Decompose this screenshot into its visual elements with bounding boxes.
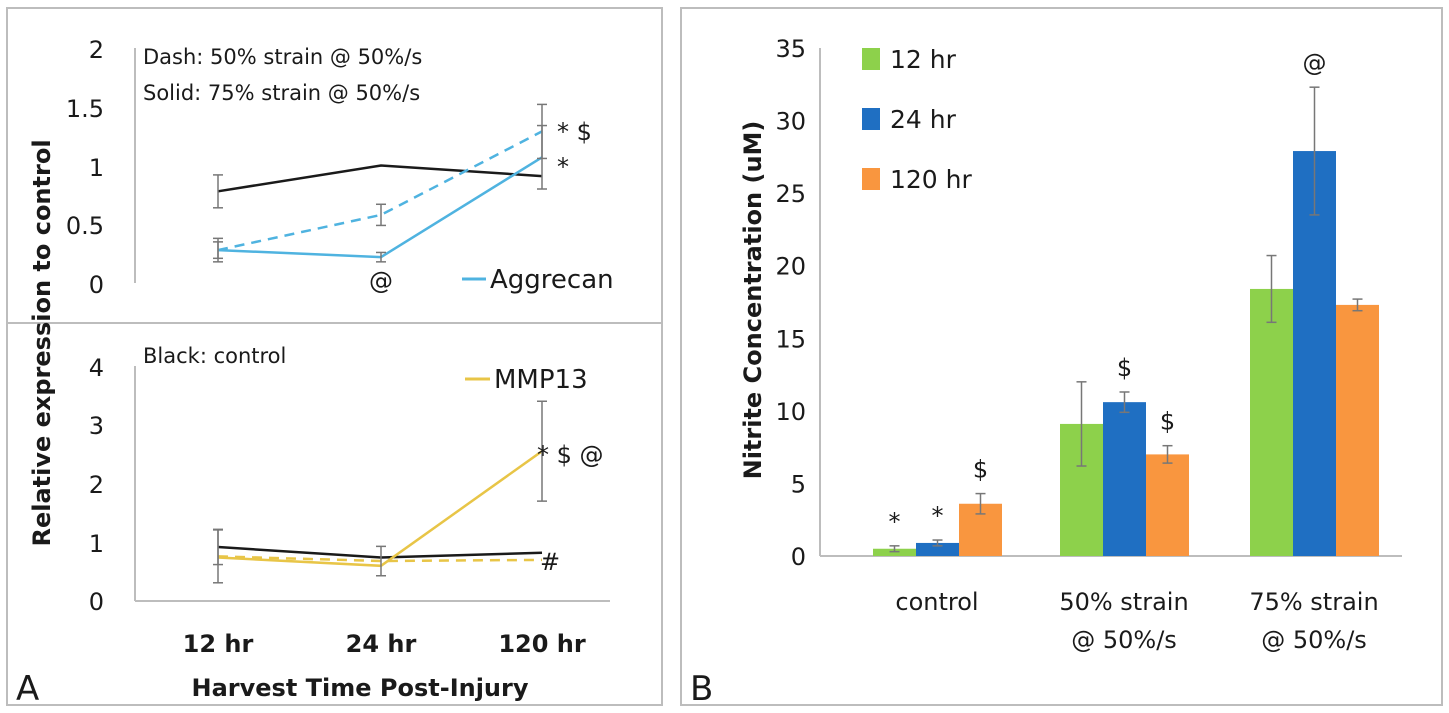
legend-swatch xyxy=(862,48,880,70)
annotation-mmp13-solid-120hr: * $ @ xyxy=(537,441,604,469)
panel-b-ytick: 35 xyxy=(775,35,806,63)
annotation-mmp13-dash-120hr: # xyxy=(540,548,560,576)
panel-a-x-tick-labels: 12 hr 24 hr 120 hr xyxy=(183,630,586,658)
panel-b-ytick: 0 xyxy=(791,543,806,571)
panel-a-top-note-dash: Dash: 50% strain @ 50%/s xyxy=(143,45,422,69)
panel-a-x-tick: 120 hr xyxy=(498,630,586,658)
panel-b-annotation: * xyxy=(932,502,944,530)
legend-swatch xyxy=(862,108,880,130)
bar xyxy=(1336,304,1379,556)
annotation-aggrecan-solid-24hr: @ xyxy=(369,267,393,295)
panel-b-annotation: $ xyxy=(1160,408,1175,436)
panel-b-ytick: 20 xyxy=(775,253,806,281)
panel-b-letter: B xyxy=(690,669,713,709)
panel-a-top-note-solid: Solid: 75% strain @ 50%/s xyxy=(143,81,420,105)
panel-a-bottom-ytick: 4 xyxy=(89,354,104,382)
legend-label: 120 hr xyxy=(890,165,973,194)
panel-a-frame xyxy=(6,7,663,706)
panel-a-bottom-ytick: 3 xyxy=(89,412,104,440)
panel-a-top-ytick: 1 xyxy=(89,154,104,182)
panel-b-annotation: * xyxy=(889,508,901,536)
panel-b-x-tick: control xyxy=(895,588,978,616)
panel-a-top-ytick: 1.5 xyxy=(66,95,104,123)
panel-b-legend: 12 hr 24 hr 120 hr xyxy=(862,45,973,194)
legend-label: 12 hr xyxy=(890,45,957,74)
panel-a-top-ytick: 0.5 xyxy=(66,212,104,240)
aggrecan-50pct-dashed-line xyxy=(217,130,543,252)
panel-a-y-axis-label: Relative expression to control xyxy=(28,139,56,546)
legend-swatch xyxy=(862,168,880,190)
panel-a-x-tick: 12 hr xyxy=(183,630,254,658)
panel-b-ytick: 5 xyxy=(791,470,806,498)
panel-a-bottom-error-bars xyxy=(213,400,547,584)
legend-label: 24 hr xyxy=(890,105,957,134)
annotation-aggrecan-dash-120hr: * $ xyxy=(557,118,592,146)
annotation-aggrecan-solid-120hr: * xyxy=(557,153,569,181)
control-series-line xyxy=(217,545,543,559)
panel-b-x-tick-labels: control 50% strain @ 50%/s 75% strain @ 50%/… xyxy=(895,588,1378,654)
panel-a-top-error-bars xyxy=(213,103,547,263)
panel-b-bars xyxy=(873,86,1379,556)
panel-b-ytick: 15 xyxy=(775,325,806,353)
panel-b-ytick: 25 xyxy=(775,180,806,208)
panel-b-y-tick-labels: 0 5 10 15 20 25 30 35 xyxy=(775,35,806,571)
bar xyxy=(1250,288,1293,556)
panel-a-top-ytick: 0 xyxy=(89,271,104,299)
panel-a-letter: A xyxy=(16,669,39,709)
panel-b-x-tick: @ 50%/s xyxy=(1071,626,1177,654)
panel-a-bottom-note: Black: control xyxy=(143,344,286,368)
aggrecan-legend-label: Aggrecan xyxy=(490,265,614,295)
mmp13-75pct-solid-line xyxy=(217,450,543,568)
panel-a-bottom-ytick: 2 xyxy=(89,471,104,499)
panel-b-x-tick: @ 50%/s xyxy=(1261,626,1367,654)
bar xyxy=(916,542,959,556)
panel-b-ytick: 10 xyxy=(775,398,806,426)
panel-a-bottom-ytick: 0 xyxy=(89,588,104,616)
bar xyxy=(1293,151,1336,556)
panel-b-x-tick: 50% strain xyxy=(1059,588,1188,616)
panel-b-annotation: $ xyxy=(973,456,988,484)
mmp13-legend-label: MMP13 xyxy=(494,365,588,395)
mmp13-50pct-dashed-line xyxy=(217,555,543,563)
panel-a-top-chart: 0 0.5 1 1.5 2 Dash: 50% strain @ 50%/s S… xyxy=(66,36,614,299)
panel-b-y-axis-label: Nitrite Concentration (uM) xyxy=(739,121,767,480)
panel-a-x-axis-label: Harvest Time Post-Injury xyxy=(192,674,529,702)
panel-b-annotation: @ xyxy=(1303,49,1327,77)
control-series-line xyxy=(217,164,543,193)
panel-b-annotation: $ xyxy=(1117,354,1132,382)
panel-b-annotations: * * $ $ $ @ xyxy=(889,49,1327,536)
panel-b-x-tick: 75% strain xyxy=(1249,588,1378,616)
panel-b-chart: 0 5 10 15 20 25 30 35 control 50% strain @ 50%/s 7… xyxy=(775,35,1402,654)
bar xyxy=(1103,402,1146,556)
panel-b-ytick: 30 xyxy=(775,108,806,136)
panel-a-top-ytick: 2 xyxy=(89,36,104,64)
panel-a-x-tick: 24 hr xyxy=(346,630,417,658)
panel-b-frame xyxy=(680,7,1443,706)
panel-a-bottom-ytick: 1 xyxy=(89,530,104,558)
panel-a-bottom-chart: 0 1 2 3 4 Black: control * $ @ # MMP13 1… xyxy=(89,344,610,658)
bar xyxy=(1146,454,1189,556)
